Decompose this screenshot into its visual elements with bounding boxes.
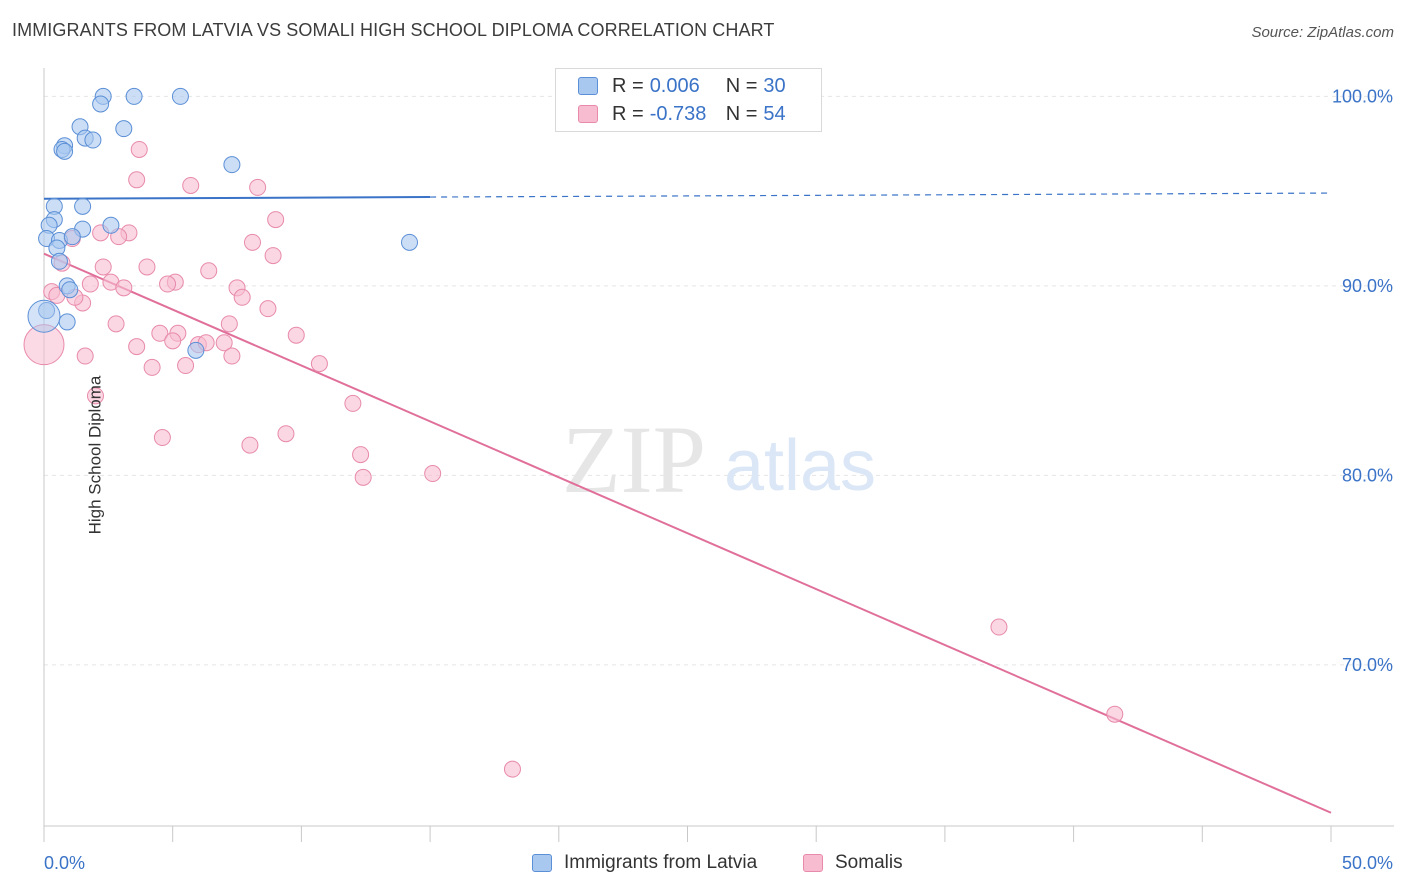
point-somalis bbox=[249, 178, 267, 196]
y-tick-label: 90.0% bbox=[1342, 276, 1393, 296]
point-somalis bbox=[151, 324, 169, 342]
point-somalis bbox=[223, 347, 241, 365]
point-somalis bbox=[354, 468, 372, 486]
legend-r-label: R = bbox=[612, 102, 644, 125]
point-latvia bbox=[92, 95, 110, 113]
point-somalis bbox=[243, 233, 261, 251]
point-latvia bbox=[50, 252, 68, 270]
point-somalis bbox=[177, 357, 195, 375]
legend-swatch-latvia bbox=[578, 77, 598, 95]
legend-r-value: -0.738 bbox=[649, 102, 707, 125]
chart-source: Source: ZipAtlas.com bbox=[1251, 24, 1394, 41]
point-somalis bbox=[130, 140, 148, 158]
point-somalis bbox=[86, 387, 104, 405]
point-latvia bbox=[187, 341, 205, 359]
legend-label-latvia: Immigrants from Latvia bbox=[564, 852, 758, 873]
trend-line-latvia-projection bbox=[430, 192, 1332, 198]
point-somalis bbox=[344, 394, 362, 412]
chart-title: IMMIGRANTS FROM LATVIA VS SOMALI HIGH SC… bbox=[12, 20, 775, 40]
point-somalis bbox=[200, 262, 218, 280]
watermark-atlas: atlas bbox=[724, 426, 876, 506]
legend-n-label: N = bbox=[725, 74, 758, 97]
legend-n-value: 30 bbox=[763, 74, 786, 97]
point-somalis bbox=[107, 315, 125, 333]
legend-item-latvia: Immigrants from Latvia bbox=[532, 852, 757, 874]
point-somalis bbox=[143, 358, 161, 376]
point-somalis bbox=[267, 211, 285, 229]
legend-n-value: 54 bbox=[763, 102, 786, 125]
grid-lines bbox=[44, 95, 1394, 666]
legend-swatch-latvia bbox=[532, 854, 552, 872]
point-somalis bbox=[352, 446, 370, 464]
legend-item-somalis: Somalis bbox=[803, 852, 903, 874]
point-somalis bbox=[215, 334, 233, 352]
stats-legend: R = 0.006 N = 30 R = -0.738 N = 54 bbox=[555, 68, 822, 132]
legend-row-latvia: R = 0.006 N = 30 bbox=[578, 74, 786, 98]
point-somalis bbox=[1106, 705, 1124, 723]
point-somalis bbox=[220, 315, 238, 333]
point-latvia bbox=[56, 142, 74, 160]
point-somalis bbox=[503, 760, 521, 778]
legend-n-label: N = bbox=[725, 102, 758, 125]
legend-swatch-somalis bbox=[803, 854, 823, 872]
y-tick-label: 80.0% bbox=[1342, 465, 1393, 485]
point-latvia bbox=[27, 299, 61, 333]
point-latvia bbox=[58, 313, 76, 331]
point-latvia bbox=[125, 87, 143, 105]
point-latvia bbox=[223, 156, 241, 174]
point-somalis bbox=[94, 258, 112, 276]
point-somalis bbox=[153, 429, 171, 447]
point-latvia bbox=[102, 216, 120, 234]
point-somalis bbox=[287, 326, 305, 344]
trend-line-somalis bbox=[43, 252, 1332, 814]
point-latvia bbox=[84, 131, 102, 149]
point-somalis bbox=[233, 288, 251, 306]
point-somalis bbox=[115, 279, 133, 297]
point-somalis bbox=[81, 275, 99, 293]
point-somalis bbox=[76, 347, 94, 365]
legend-r-label: R = bbox=[612, 74, 644, 97]
point-somalis bbox=[159, 275, 177, 293]
point-somalis bbox=[241, 436, 259, 454]
point-latvia bbox=[74, 197, 92, 215]
y-tick-label: 70.0% bbox=[1342, 655, 1393, 675]
point-somalis bbox=[164, 332, 182, 350]
point-latvia bbox=[171, 87, 189, 105]
point-latvia bbox=[115, 120, 133, 138]
point-somalis bbox=[182, 176, 200, 194]
point-somalis bbox=[990, 618, 1008, 636]
tick-labels: 70.0% 80.0% 90.0% 100.0% 0.0% 50.0% bbox=[44, 86, 1393, 873]
trend-line-latvia bbox=[43, 196, 431, 200]
point-latvia bbox=[63, 228, 81, 246]
points-somalis bbox=[23, 140, 1124, 778]
series-legend: Immigrants from Latvia Somalis bbox=[0, 852, 1406, 878]
point-somalis bbox=[424, 465, 442, 483]
axes bbox=[43, 68, 1394, 842]
x-tick-label: 0.0% bbox=[44, 853, 85, 873]
legend-swatch-somalis bbox=[578, 105, 598, 123]
point-somalis bbox=[128, 338, 146, 356]
legend-row-somalis: R = -0.738 N = 54 bbox=[578, 102, 786, 126]
y-tick-label: 100.0% bbox=[1332, 86, 1393, 106]
legend-label-somalis: Somalis bbox=[835, 852, 903, 873]
point-somalis bbox=[259, 300, 277, 318]
point-latvia bbox=[61, 281, 79, 299]
point-somalis bbox=[277, 425, 295, 443]
point-somalis bbox=[138, 258, 156, 276]
point-latvia bbox=[401, 233, 419, 251]
legend-r-value: 0.006 bbox=[649, 74, 700, 97]
point-somalis bbox=[128, 171, 146, 189]
point-somalis bbox=[264, 247, 282, 265]
points-latvia bbox=[27, 87, 419, 359]
watermark: ZIP atlas bbox=[562, 406, 876, 513]
point-somalis bbox=[310, 355, 328, 373]
x-tick-label: 50.0% bbox=[1342, 853, 1393, 873]
watermark-zip: ZIP bbox=[562, 406, 706, 513]
y-axis-label: High School Diploma bbox=[85, 375, 105, 535]
